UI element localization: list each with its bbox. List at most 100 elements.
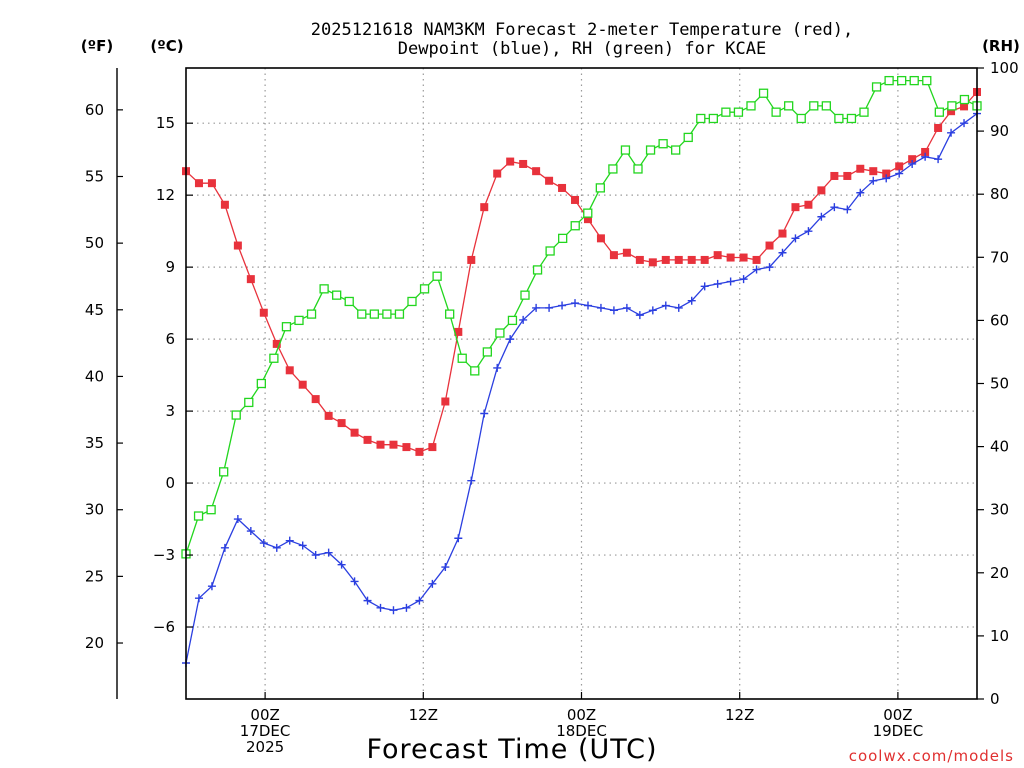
- temperature-point: [415, 447, 424, 456]
- temperature-point: [441, 397, 450, 406]
- temperature-point: [765, 241, 774, 250]
- rh-point: [746, 101, 756, 111]
- dewpoint-point: [947, 128, 956, 137]
- rh-point: [394, 309, 405, 319]
- rh-point: [922, 75, 932, 86]
- rh-unit-label: (RH): [982, 37, 1020, 55]
- dewpoint-point: [661, 301, 670, 310]
- fahrenheit-tick-label: 20: [85, 634, 104, 652]
- temperature-point: [817, 186, 826, 195]
- rh-series: [181, 75, 982, 559]
- dewpoint-point: [376, 603, 385, 612]
- dewpoint-point: [583, 301, 592, 310]
- rh-point: [595, 183, 605, 193]
- rh-point: [445, 309, 455, 319]
- rh-point: [407, 296, 417, 307]
- dewpoint-point: [285, 536, 294, 545]
- temperature-point: [609, 251, 618, 260]
- dewpoint-point: [609, 306, 618, 315]
- dewpoint-point: [817, 212, 826, 221]
- dewpoint-point: [545, 303, 554, 312]
- rh-point: [583, 208, 593, 218]
- x-tick-label: 00Z: [883, 706, 912, 724]
- temperature-point: [506, 157, 515, 166]
- x-date-label: 18DEC: [556, 722, 607, 740]
- chart-title-line-2: Dewpoint (blue), RH (green) for KCAE: [398, 39, 766, 59]
- temperature-point: [376, 440, 385, 449]
- rh-point: [859, 107, 869, 117]
- temperature-point: [752, 255, 761, 264]
- temperature-point: [791, 203, 800, 212]
- temperature-point: [363, 435, 372, 444]
- dewpoint-point: [687, 296, 696, 305]
- dewpoint-point: [739, 275, 748, 284]
- rh-point: [796, 113, 806, 124]
- rh-point: [633, 164, 643, 174]
- rh-point: [344, 296, 354, 307]
- dewpoint-point: [389, 606, 398, 615]
- dewpoint-point: [415, 596, 424, 605]
- dewpoint-point: [493, 363, 502, 372]
- temperature-point: [259, 308, 268, 317]
- dewpoint-series: [182, 109, 981, 668]
- temperature-point: [921, 147, 930, 156]
- celsius-tick-label: 12: [156, 186, 175, 204]
- rh-point: [721, 107, 731, 117]
- temperature-point: [960, 102, 969, 111]
- dewpoint-point: [298, 541, 307, 550]
- dewpoint-point: [311, 551, 320, 560]
- temperature-point: [622, 248, 631, 257]
- rh-point: [520, 290, 530, 300]
- rh-point: [332, 290, 342, 300]
- temperature-point: [895, 162, 904, 171]
- temperature-point: [311, 395, 320, 404]
- temperature-point: [207, 179, 216, 188]
- temperature-point: [285, 366, 294, 375]
- fahrenheit-tick-label: 25: [85, 567, 104, 585]
- rh-point: [495, 328, 505, 338]
- rh-tick-label: 80: [990, 185, 1009, 203]
- rh-tick-label: 40: [990, 438, 1009, 456]
- x-tick-label: 00Z: [567, 706, 596, 724]
- dewpoint-point: [207, 582, 216, 591]
- x-date-label: 17DEC: [240, 722, 291, 740]
- dewpoint-point: [596, 303, 605, 312]
- rh-tick-label: 50: [990, 375, 1009, 393]
- rh-point: [570, 221, 580, 231]
- celsius-tick-label: −6: [153, 618, 175, 636]
- temperature-point: [493, 169, 502, 178]
- dewpoint-point: [246, 527, 255, 536]
- dewpoint-point: [713, 279, 722, 288]
- temperature-point: [246, 275, 255, 284]
- temperature-point: [843, 171, 852, 180]
- series-layer: [181, 75, 982, 668]
- dewpoint-point: [363, 596, 372, 605]
- celsius-tick-label: −3: [153, 546, 175, 564]
- rh-tick-label: 60: [990, 311, 1009, 329]
- fahrenheit-tick-label: 60: [85, 101, 104, 119]
- rh-point: [432, 271, 442, 281]
- rh-point: [708, 113, 718, 124]
- x-tick-label: 00Z: [250, 706, 279, 724]
- fahrenheit-tick-label: 55: [85, 167, 104, 185]
- dewpoint-point: [428, 579, 437, 588]
- rh-point: [771, 107, 781, 117]
- rh-point: [294, 315, 304, 326]
- rh-point: [608, 164, 618, 174]
- x-axis-title: Forecast Time (UTC): [366, 734, 657, 765]
- rh-tick-label: 30: [990, 501, 1009, 519]
- rh-point: [193, 511, 204, 521]
- celsius-tick-label: 0: [165, 474, 175, 492]
- dewpoint-point: [648, 306, 657, 315]
- rh-point: [306, 309, 317, 319]
- dewpoint-point: [843, 205, 852, 214]
- temperature-point: [571, 195, 580, 204]
- rh-tick-label: 20: [990, 564, 1009, 582]
- temperature-point: [298, 380, 307, 389]
- temperature-point: [947, 107, 956, 116]
- rh-tick-label: 100: [990, 59, 1019, 77]
- dewpoint-point: [635, 311, 644, 320]
- dewpoint-point: [272, 543, 281, 552]
- dewpoint-point: [402, 603, 411, 612]
- rh-point: [821, 101, 831, 111]
